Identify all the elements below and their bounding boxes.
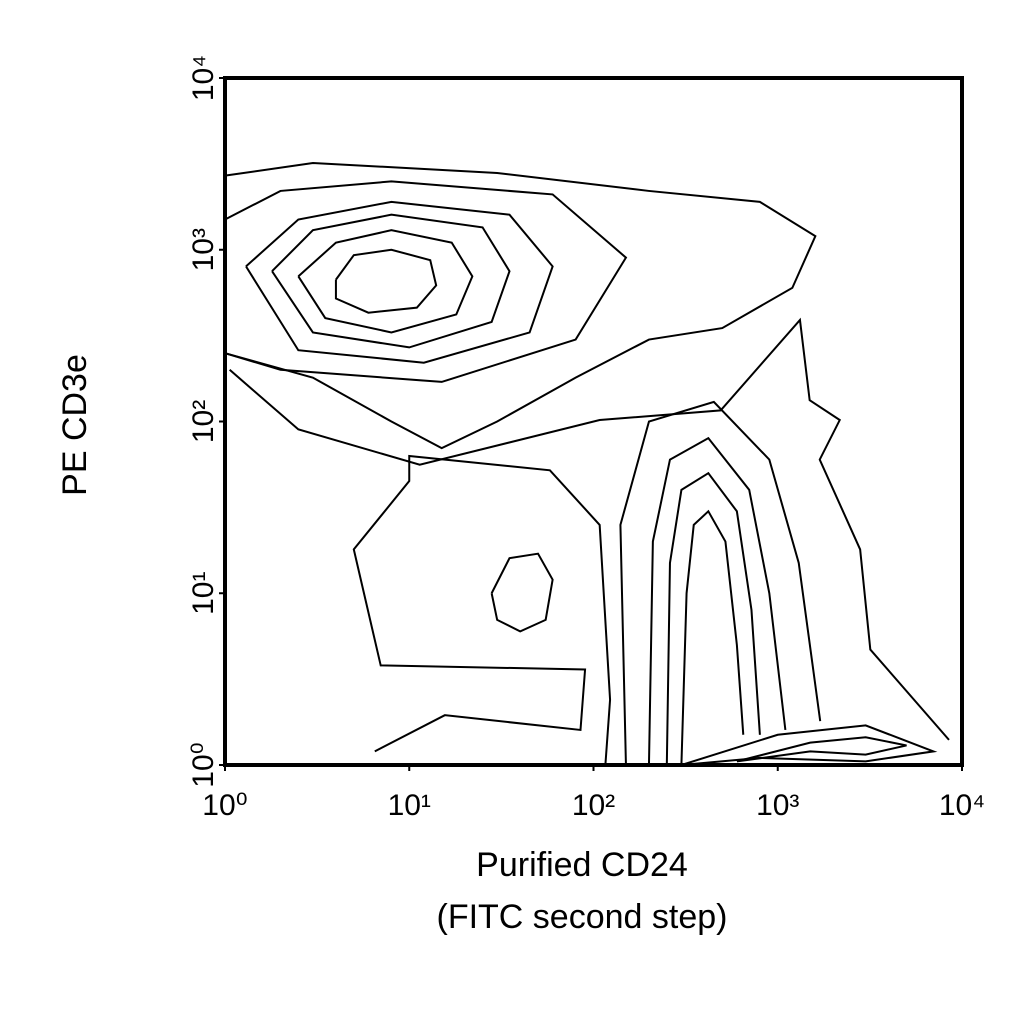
x-axis-label: Purified CD24 [476, 846, 688, 884]
y-tick-label: 10¹ [187, 572, 220, 615]
contour-line [271, 213, 511, 349]
x-tick-label: 10⁰ [202, 789, 247, 822]
x-tick-label: 10³ [756, 789, 799, 822]
y-tick-label: 10³ [187, 228, 220, 271]
contour-line [665, 471, 761, 766]
contour-line [224, 161, 817, 450]
contour-line [619, 400, 822, 766]
contour-line [647, 436, 787, 766]
contour-line [736, 736, 907, 763]
x-tick-label: 10¹ [388, 789, 431, 822]
contour-line [352, 454, 612, 766]
y-axis-label: PE CD3e [56, 354, 94, 496]
y-tick-label: 10⁴ [187, 55, 220, 101]
contour-line [297, 229, 474, 334]
y-tick-label: 10⁰ [187, 742, 220, 787]
contour-line [224, 180, 628, 383]
contour-line [681, 724, 938, 766]
contour-line [229, 317, 950, 741]
x-tick-label: 10⁴ [939, 789, 985, 822]
y-tick-label: 10² [187, 400, 220, 443]
contour-line [490, 552, 554, 633]
contour-line [334, 248, 438, 314]
contour-line [680, 509, 745, 766]
x-tick-label: 10² [572, 789, 615, 822]
plot-frame [223, 76, 964, 767]
contour-line [245, 200, 554, 364]
x-axis-label: (FITC second step) [437, 898, 728, 936]
